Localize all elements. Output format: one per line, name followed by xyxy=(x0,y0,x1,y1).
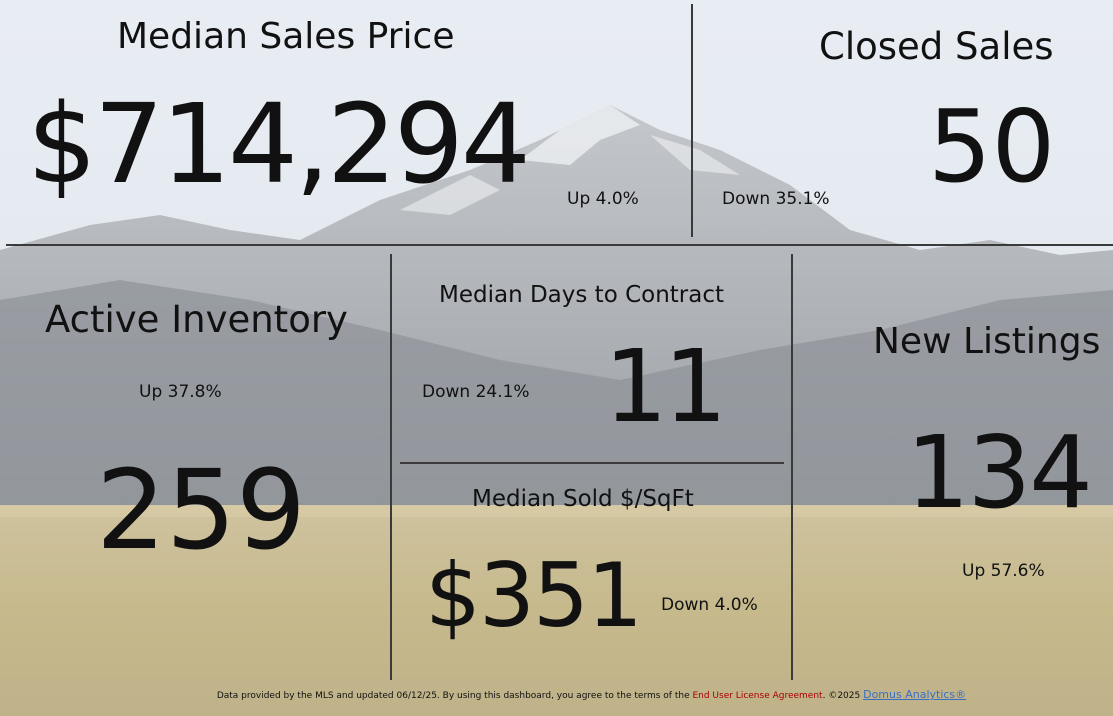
footer-text-start: Data provided by the MLS and updated 06/… xyxy=(216,691,693,701)
end-user-license-agreement-link[interactable]: End User License Agreement xyxy=(692,691,823,701)
median-sales-price-value: $714,294 xyxy=(27,80,531,208)
divider-horizontal-main xyxy=(6,244,1113,246)
new-listings-value: 134 xyxy=(906,414,1093,531)
new-listings-change: Up 57.6% xyxy=(962,561,1045,581)
divider-middle-horizontal xyxy=(400,462,784,464)
closed-sales-value: 50 xyxy=(928,88,1056,205)
median-sales-price-title: Median Sales Price xyxy=(117,16,455,57)
footer-disclaimer: Data provided by the MLS and updated 06/… xyxy=(0,688,1113,701)
active-inventory-value: 259 xyxy=(96,446,306,574)
domus-analytics-link[interactable]: Domus Analytics® xyxy=(863,688,967,701)
active-inventory-title: Active Inventory xyxy=(45,298,348,341)
active-inventory-change: Up 37.8% xyxy=(139,382,222,402)
median-sales-price-change: Up 4.0% xyxy=(567,189,639,209)
new-listings-title: New Listings xyxy=(873,321,1101,362)
footer-text-middle: . ©2025 xyxy=(822,691,864,701)
median-sold-sqft-change: Down 4.0% xyxy=(661,595,758,615)
divider-left-vertical xyxy=(390,254,392,680)
median-days-to-contract-title: Median Days to Contract xyxy=(439,282,725,308)
median-sold-sqft-value: $351 xyxy=(425,544,643,647)
median-sold-sqft-title: Median Sold $/SqFt xyxy=(472,486,694,512)
divider-right-vertical xyxy=(791,254,793,680)
median-days-to-contract-change: Down 24.1% xyxy=(422,382,530,402)
closed-sales-change: Down 35.1% xyxy=(722,189,830,209)
divider-top-vertical xyxy=(691,4,693,237)
closed-sales-title: Closed Sales xyxy=(819,25,1054,68)
median-days-to-contract-value: 11 xyxy=(604,328,727,445)
